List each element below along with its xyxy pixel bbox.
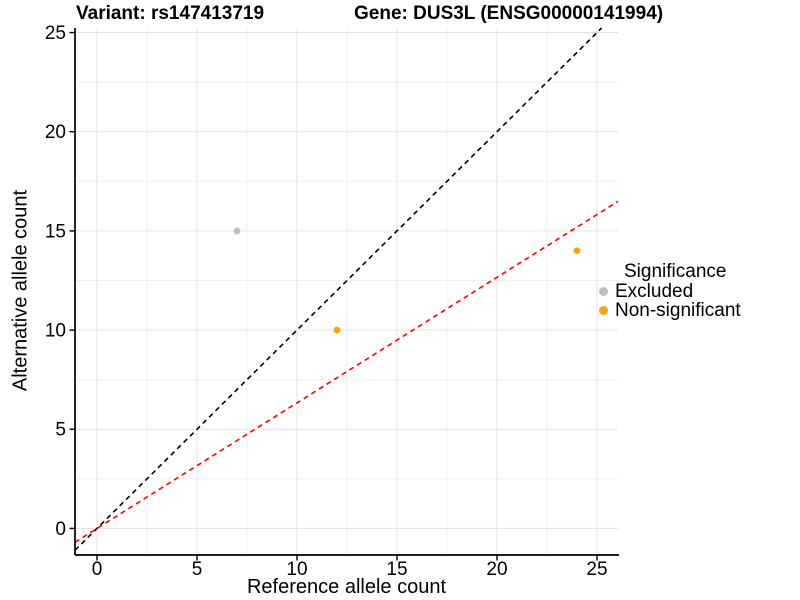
y-tick-label: 0 xyxy=(55,519,66,540)
axis-tick-labels: 0 5 10 15 20 25 0 5 10 15 20 25 xyxy=(45,23,608,580)
legend: Significance Excluded Non-significant xyxy=(598,261,741,320)
data-point-non-significant xyxy=(333,326,341,334)
legend-item-non-significant: Non-significant xyxy=(598,301,741,320)
major-gridlines xyxy=(75,28,618,555)
variant-title: Variant: rs147413719 xyxy=(76,3,265,24)
legend-swatch-icon xyxy=(599,287,608,296)
legend-swatch-icon xyxy=(599,306,608,315)
y-tick-label: 15 xyxy=(45,221,66,242)
x-tick-label: 0 xyxy=(92,559,103,580)
y-tick-label: 20 xyxy=(45,122,66,143)
y-tick-label: 10 xyxy=(45,321,66,342)
data-point-excluded xyxy=(233,227,241,235)
x-tick-label: 15 xyxy=(386,559,407,580)
minor-gridlines xyxy=(75,28,618,555)
expected-ratio-line xyxy=(74,200,619,543)
data-points xyxy=(233,227,581,334)
y-tick-label: 5 xyxy=(55,420,66,441)
y-tick-label: 25 xyxy=(45,23,66,44)
identity-line xyxy=(74,27,603,551)
legend-title: Significance xyxy=(624,261,727,282)
data-point-non-significant xyxy=(573,247,581,255)
y-axis-title: Alternative allele count xyxy=(9,189,32,392)
x-axis-title: Reference allele count xyxy=(246,576,446,598)
legend-item-label: Excluded xyxy=(615,281,694,302)
x-tick-label: 25 xyxy=(586,559,607,580)
axis-ticks xyxy=(69,31,598,561)
x-tick-label: 20 xyxy=(486,559,507,580)
gene-title: Gene: DUS3L (ENSG00000141994) xyxy=(354,3,664,24)
legend-item-excluded: Excluded xyxy=(598,282,741,301)
legend-item-label: Non-significant xyxy=(615,300,741,321)
x-tick-label: 10 xyxy=(286,559,307,580)
x-tick-label: 5 xyxy=(192,559,203,580)
legend-items: Excluded Non-significant xyxy=(598,282,741,320)
